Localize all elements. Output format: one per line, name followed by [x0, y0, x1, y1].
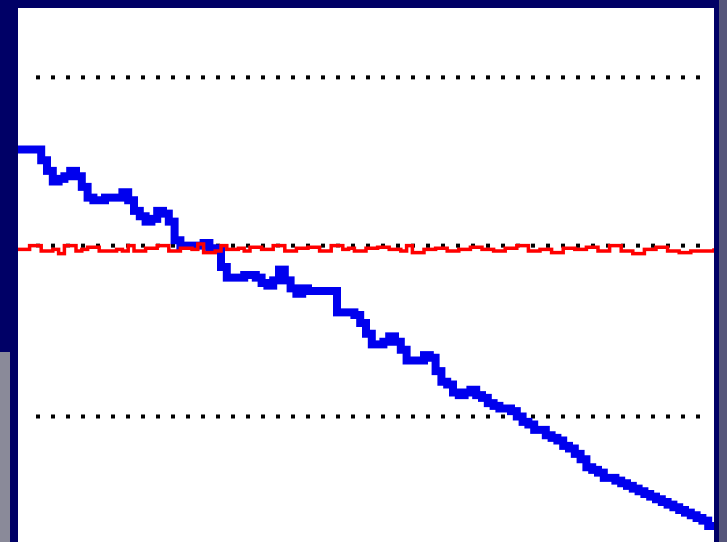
line-chart — [18, 75, 714, 530]
plot-area — [18, 8, 714, 542]
frame-right-edge — [719, 0, 727, 542]
series-group — [18, 145, 714, 530]
series-line-2 — [18, 242, 714, 256]
series-line-1 — [18, 145, 714, 530]
frame-left-edge — [0, 352, 10, 542]
